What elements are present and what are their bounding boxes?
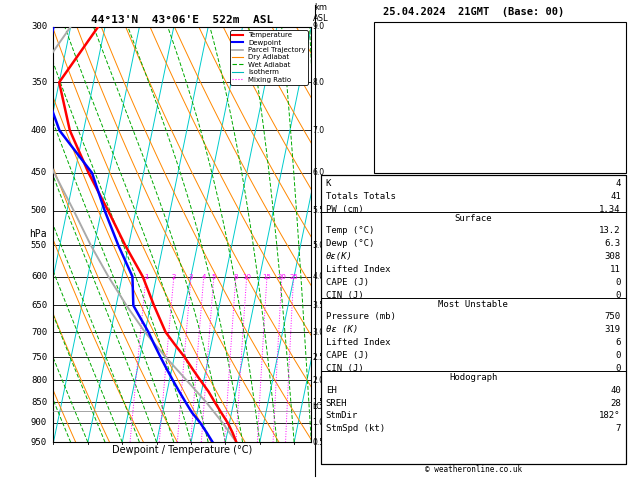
Text: 6.3: 6.3 bbox=[604, 239, 621, 248]
Text: 700: 700 bbox=[31, 328, 47, 337]
Text: 11: 11 bbox=[610, 265, 621, 274]
Text: Mixing Ratio (g/kg): Mixing Ratio (g/kg) bbox=[326, 198, 335, 271]
Text: 7: 7 bbox=[615, 424, 621, 434]
Text: 10: 10 bbox=[242, 274, 251, 279]
Text: 4.0: 4.0 bbox=[313, 272, 325, 281]
Text: 40: 40 bbox=[610, 386, 621, 395]
X-axis label: Dewpoint / Temperature (°C): Dewpoint / Temperature (°C) bbox=[113, 445, 252, 455]
Text: 7.0: 7.0 bbox=[313, 126, 325, 135]
Text: 4: 4 bbox=[201, 274, 206, 279]
Text: 25.04.2024  21GMT  (Base: 00): 25.04.2024 21GMT (Base: 00) bbox=[382, 7, 564, 17]
Text: 400: 400 bbox=[31, 126, 47, 135]
Text: 308: 308 bbox=[604, 252, 621, 261]
Text: 319: 319 bbox=[604, 325, 621, 334]
Text: Most Unstable: Most Unstable bbox=[438, 300, 508, 309]
Text: 13.2: 13.2 bbox=[599, 226, 621, 235]
Text: K: K bbox=[326, 179, 331, 188]
Text: 650: 650 bbox=[31, 301, 47, 310]
Text: 2: 2 bbox=[172, 274, 176, 279]
Text: LCL: LCL bbox=[312, 401, 326, 411]
Text: km
ASL: km ASL bbox=[313, 3, 328, 22]
Text: 1.5: 1.5 bbox=[313, 398, 325, 407]
Text: 5.5: 5.5 bbox=[313, 207, 325, 215]
Text: 41: 41 bbox=[610, 191, 621, 201]
Text: hPa: hPa bbox=[29, 229, 47, 240]
Text: CIN (J): CIN (J) bbox=[326, 291, 364, 300]
Text: CAPE (J): CAPE (J) bbox=[326, 278, 369, 287]
Text: 1: 1 bbox=[144, 274, 148, 279]
Text: Dewp (°C): Dewp (°C) bbox=[326, 239, 374, 248]
Text: 450: 450 bbox=[31, 168, 47, 177]
Text: 0: 0 bbox=[615, 364, 621, 373]
Text: 600: 600 bbox=[31, 272, 47, 281]
Text: 5.0: 5.0 bbox=[313, 241, 325, 250]
Text: Totals Totals: Totals Totals bbox=[326, 191, 396, 201]
Text: 550: 550 bbox=[31, 241, 47, 250]
Text: StmDir: StmDir bbox=[326, 412, 358, 420]
Text: 3: 3 bbox=[189, 274, 193, 279]
Text: 6: 6 bbox=[615, 338, 621, 347]
Text: θε (K): θε (K) bbox=[326, 325, 358, 334]
Text: CIN (J): CIN (J) bbox=[326, 364, 364, 373]
Text: 1.0: 1.0 bbox=[313, 418, 325, 427]
Text: Temp (°C): Temp (°C) bbox=[326, 226, 374, 235]
Text: 20: 20 bbox=[277, 274, 286, 279]
Text: 4: 4 bbox=[615, 179, 621, 188]
Text: Surface: Surface bbox=[455, 213, 492, 223]
Text: Lifted Index: Lifted Index bbox=[326, 265, 391, 274]
Text: 0.5: 0.5 bbox=[313, 438, 325, 447]
Text: 15: 15 bbox=[262, 274, 271, 279]
Text: 0: 0 bbox=[615, 278, 621, 287]
Text: 2.5: 2.5 bbox=[313, 352, 325, 362]
Text: StmSpd (kt): StmSpd (kt) bbox=[326, 424, 385, 434]
Text: 5: 5 bbox=[211, 274, 216, 279]
Text: © weatheronline.co.uk: © weatheronline.co.uk bbox=[425, 465, 522, 474]
Text: EH: EH bbox=[326, 386, 337, 395]
Text: 182°: 182° bbox=[599, 412, 621, 420]
Text: 3.0: 3.0 bbox=[313, 328, 325, 337]
Text: 8.0: 8.0 bbox=[313, 78, 325, 87]
Text: kt: kt bbox=[430, 29, 438, 38]
Title: 44°13'N  43°06'E  522m  ASL: 44°13'N 43°06'E 522m ASL bbox=[91, 15, 274, 25]
Text: 28: 28 bbox=[610, 399, 621, 408]
Text: CAPE (J): CAPE (J) bbox=[326, 351, 369, 360]
Text: 8: 8 bbox=[233, 274, 238, 279]
Text: PW (cm): PW (cm) bbox=[326, 205, 364, 213]
Text: 2.0: 2.0 bbox=[313, 376, 325, 385]
Text: Lifted Index: Lifted Index bbox=[326, 338, 391, 347]
Text: Hodograph: Hodograph bbox=[449, 373, 498, 382]
Text: 800: 800 bbox=[31, 376, 47, 385]
Text: 350: 350 bbox=[31, 78, 47, 87]
Text: 750: 750 bbox=[604, 312, 621, 321]
Legend: Temperature, Dewpoint, Parcel Trajectory, Dry Adiabat, Wet Adiabat, Isotherm, Mi: Temperature, Dewpoint, Parcel Trajectory… bbox=[230, 30, 308, 85]
Text: Pressure (mb): Pressure (mb) bbox=[326, 312, 396, 321]
Text: 900: 900 bbox=[31, 418, 47, 427]
Text: 950: 950 bbox=[31, 438, 47, 447]
Text: 9.0: 9.0 bbox=[313, 22, 325, 31]
Text: 3.5: 3.5 bbox=[313, 301, 325, 310]
Text: 500: 500 bbox=[31, 207, 47, 215]
Text: 0: 0 bbox=[615, 291, 621, 300]
Text: SREH: SREH bbox=[326, 399, 347, 408]
Text: 750: 750 bbox=[31, 352, 47, 362]
Text: 0: 0 bbox=[615, 351, 621, 360]
Text: 6.0: 6.0 bbox=[313, 168, 325, 177]
Text: ?: ? bbox=[474, 122, 477, 127]
Text: 850: 850 bbox=[31, 398, 47, 407]
Text: 300: 300 bbox=[31, 22, 47, 31]
Text: θε(K): θε(K) bbox=[326, 252, 353, 261]
Text: 25: 25 bbox=[289, 274, 298, 279]
Text: 1.34: 1.34 bbox=[599, 205, 621, 213]
